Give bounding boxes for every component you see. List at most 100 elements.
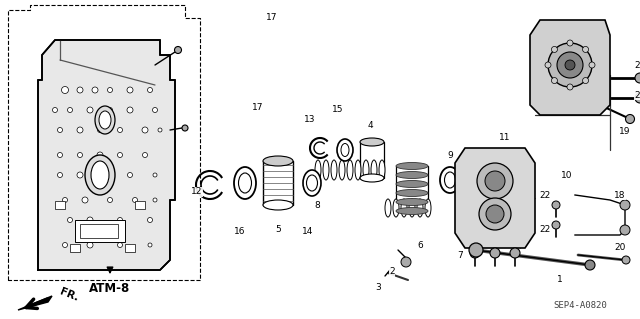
Circle shape	[52, 108, 58, 113]
Circle shape	[82, 197, 88, 203]
Circle shape	[152, 108, 157, 113]
Ellipse shape	[396, 198, 428, 205]
Circle shape	[153, 198, 157, 202]
Ellipse shape	[303, 170, 321, 196]
Circle shape	[118, 242, 122, 248]
Text: 5: 5	[275, 226, 281, 234]
Ellipse shape	[396, 189, 428, 197]
Circle shape	[567, 84, 573, 90]
Circle shape	[175, 47, 182, 54]
Ellipse shape	[307, 175, 317, 191]
Polygon shape	[530, 20, 610, 115]
Text: 12: 12	[191, 188, 203, 197]
Ellipse shape	[99, 111, 111, 129]
Text: ATM-8: ATM-8	[90, 281, 131, 294]
Circle shape	[490, 248, 500, 258]
Ellipse shape	[234, 167, 256, 199]
Ellipse shape	[339, 160, 345, 180]
Text: FR.: FR.	[58, 287, 80, 303]
Circle shape	[58, 128, 63, 132]
Ellipse shape	[379, 160, 385, 180]
Text: 14: 14	[302, 227, 314, 236]
Circle shape	[470, 248, 480, 258]
Circle shape	[97, 128, 102, 132]
Circle shape	[67, 218, 72, 222]
Circle shape	[87, 107, 93, 113]
Bar	[80, 224, 118, 238]
Text: 7: 7	[457, 250, 463, 259]
Text: 21: 21	[634, 91, 640, 100]
Circle shape	[153, 173, 157, 177]
Ellipse shape	[385, 199, 391, 217]
Ellipse shape	[469, 243, 483, 257]
Circle shape	[67, 108, 72, 113]
Text: 6: 6	[417, 241, 423, 249]
Circle shape	[108, 87, 113, 93]
Text: 10: 10	[561, 170, 573, 180]
Ellipse shape	[396, 162, 428, 169]
Ellipse shape	[401, 199, 407, 217]
Circle shape	[97, 152, 103, 158]
Circle shape	[108, 108, 113, 113]
Text: 17: 17	[266, 13, 278, 23]
Text: 21: 21	[634, 61, 640, 70]
Circle shape	[565, 60, 575, 70]
Circle shape	[118, 218, 122, 222]
Circle shape	[635, 93, 640, 103]
Ellipse shape	[409, 199, 415, 217]
Ellipse shape	[393, 199, 399, 217]
Bar	[75, 220, 125, 242]
Ellipse shape	[396, 172, 428, 179]
Circle shape	[127, 87, 133, 93]
Circle shape	[61, 86, 68, 93]
Ellipse shape	[360, 138, 384, 146]
Bar	[125, 244, 135, 252]
Ellipse shape	[341, 144, 349, 157]
Ellipse shape	[323, 160, 329, 180]
Text: 15: 15	[332, 106, 344, 115]
Ellipse shape	[331, 160, 337, 180]
Text: 4: 4	[367, 121, 373, 130]
Text: 16: 16	[234, 227, 246, 236]
Text: 22: 22	[540, 226, 550, 234]
Circle shape	[567, 40, 573, 46]
Circle shape	[486, 205, 504, 223]
Text: 9: 9	[447, 151, 453, 160]
Ellipse shape	[85, 155, 115, 195]
Text: 3: 3	[375, 284, 381, 293]
Bar	[70, 244, 80, 252]
Circle shape	[77, 127, 83, 133]
Circle shape	[58, 152, 63, 158]
Text: 22: 22	[540, 190, 550, 199]
Circle shape	[63, 242, 67, 248]
Circle shape	[622, 256, 630, 264]
Circle shape	[552, 201, 560, 209]
Circle shape	[582, 47, 589, 52]
Ellipse shape	[396, 181, 428, 188]
Circle shape	[127, 107, 133, 113]
Ellipse shape	[396, 207, 428, 214]
Ellipse shape	[239, 173, 252, 193]
Circle shape	[77, 87, 83, 93]
Circle shape	[63, 197, 67, 203]
Bar	[55, 201, 65, 209]
Ellipse shape	[445, 172, 456, 188]
Text: 8: 8	[314, 201, 320, 210]
Ellipse shape	[363, 160, 369, 180]
Circle shape	[635, 73, 640, 83]
Text: 1: 1	[557, 276, 563, 285]
Circle shape	[87, 242, 93, 248]
Circle shape	[58, 173, 63, 177]
Ellipse shape	[360, 174, 384, 182]
Circle shape	[552, 78, 557, 84]
Text: 17: 17	[252, 103, 264, 113]
Circle shape	[585, 260, 595, 270]
Ellipse shape	[315, 160, 321, 180]
Text: 18: 18	[614, 190, 626, 199]
Circle shape	[77, 152, 83, 158]
Ellipse shape	[347, 160, 353, 180]
Ellipse shape	[91, 161, 109, 189]
Circle shape	[158, 128, 162, 132]
Circle shape	[97, 173, 102, 177]
Ellipse shape	[417, 199, 423, 217]
